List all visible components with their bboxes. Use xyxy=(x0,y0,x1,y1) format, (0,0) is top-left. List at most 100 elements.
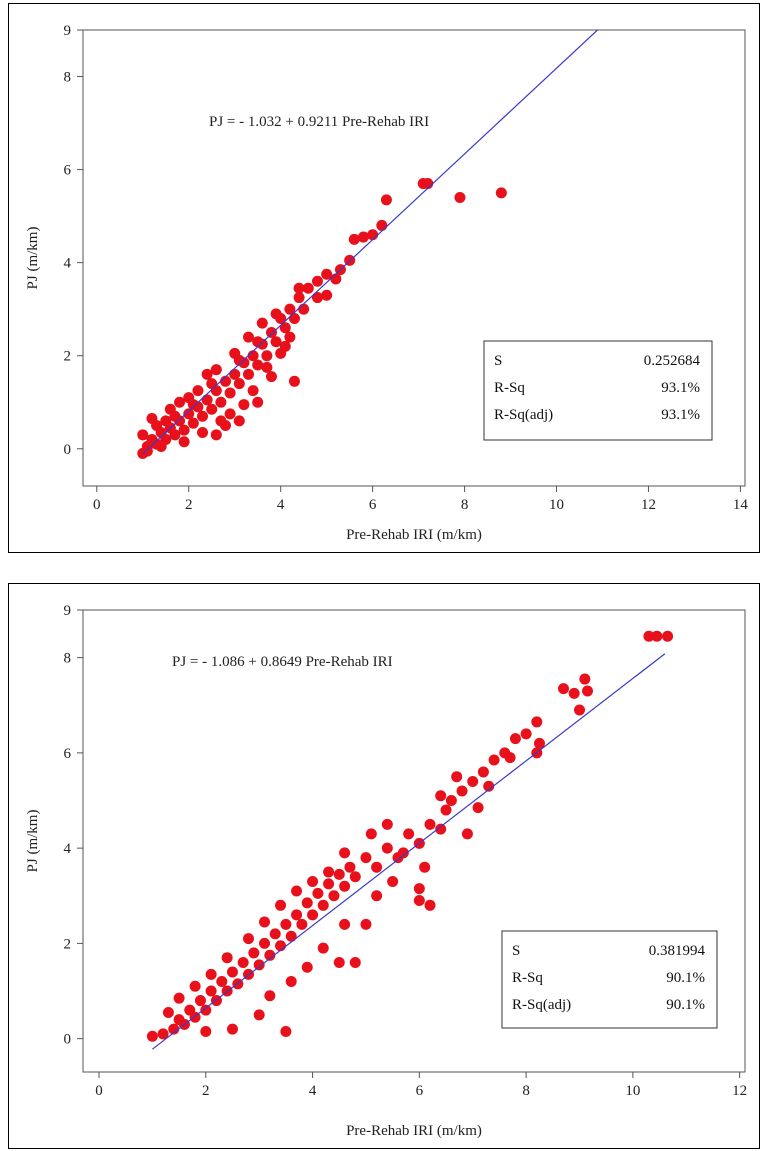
data-point xyxy=(178,436,190,448)
data-point xyxy=(269,928,281,940)
data-point xyxy=(197,426,209,438)
data-point xyxy=(317,899,329,911)
data-point xyxy=(201,394,213,406)
data-layer xyxy=(137,30,599,459)
data-point xyxy=(187,417,199,429)
data-point xyxy=(252,359,264,371)
data-point xyxy=(357,231,369,243)
data-point xyxy=(568,687,580,699)
data-point xyxy=(520,728,532,740)
data-point xyxy=(243,368,254,380)
data-point xyxy=(229,368,241,380)
data-point xyxy=(279,322,291,334)
data-point xyxy=(248,947,260,959)
data-point xyxy=(259,916,271,928)
data-point xyxy=(349,956,361,968)
data-point xyxy=(265,326,277,338)
data-point xyxy=(461,828,473,840)
y-tick-label: 2 xyxy=(64,349,72,365)
stats-label: S xyxy=(512,943,520,959)
x-tick-label: 4 xyxy=(277,497,285,513)
data-point xyxy=(557,683,569,695)
data-point xyxy=(445,795,457,807)
data-point xyxy=(141,445,153,457)
stats-label: R-Sq xyxy=(512,970,543,986)
scatter-chart-bottom: 0 2 4 6 8 10 12 0 2 4 6 8 9 Pre-Rehab IRI (m/km) PJ (m… xyxy=(25,603,747,1139)
data-point xyxy=(456,785,468,797)
data-point xyxy=(178,424,190,436)
data-point xyxy=(216,976,228,988)
data-point xyxy=(488,754,500,766)
y-tick-label: 6 xyxy=(64,163,72,179)
data-point xyxy=(424,899,436,911)
stats-box xyxy=(483,340,713,441)
data-point xyxy=(582,685,594,697)
data-point xyxy=(206,403,218,415)
data-point xyxy=(317,942,329,954)
y-axis-title: PJ (m/km) xyxy=(25,227,41,290)
data-point xyxy=(380,194,392,206)
y-tick-label: 2 xyxy=(64,936,72,952)
data-point xyxy=(137,429,149,441)
data-point xyxy=(293,292,305,304)
data-point xyxy=(360,852,372,864)
data-point xyxy=(162,1006,174,1018)
data-point xyxy=(215,415,227,427)
stats-label: R-Sq xyxy=(494,380,525,396)
data-point xyxy=(339,847,351,859)
data-point xyxy=(504,752,516,764)
regression-line xyxy=(152,653,666,1050)
data-point xyxy=(226,966,238,978)
data-point xyxy=(183,408,195,420)
data-point xyxy=(403,828,415,840)
data-point xyxy=(226,1023,238,1035)
data-point xyxy=(333,956,345,968)
data-point xyxy=(205,968,217,980)
data-point xyxy=(221,952,233,964)
data-point xyxy=(233,415,245,427)
y-tick-label: 8 xyxy=(64,651,72,667)
data-point xyxy=(381,842,393,854)
data-point xyxy=(323,866,335,878)
data-point xyxy=(312,887,324,899)
x-tick-label: 6 xyxy=(416,1083,424,1099)
data-point xyxy=(413,883,425,895)
x-tick-label: 10 xyxy=(625,1083,640,1099)
stats-value: 90.1% xyxy=(666,970,705,986)
stats-value: 0.381994 xyxy=(649,943,706,959)
stats-value: 93.1% xyxy=(661,380,700,396)
chart-panel-top: 0 2 4 6 8 10 12 14 0 2 4 6 8 9 Pre-Rehab IRI (m/km) PJ … xyxy=(8,3,760,553)
data-point xyxy=(168,1023,180,1035)
data-point xyxy=(200,1026,212,1038)
data-point xyxy=(367,229,379,241)
data-point xyxy=(205,985,217,997)
data-point xyxy=(311,275,323,287)
data-point xyxy=(252,336,264,348)
data-point xyxy=(194,995,206,1007)
data-point xyxy=(284,331,296,343)
y-tick-label: 9 xyxy=(64,603,72,619)
data-point xyxy=(206,378,218,390)
data-point xyxy=(574,704,585,716)
data-point xyxy=(265,371,277,383)
data-point xyxy=(509,733,521,745)
data-point xyxy=(387,875,399,887)
stats-label: R-Sq(adj) xyxy=(512,997,571,1013)
x-tick-label: 14 xyxy=(733,497,749,513)
stats-value: 93.1% xyxy=(661,407,700,423)
x-tick-label: 8 xyxy=(461,497,469,513)
data-point xyxy=(288,312,300,324)
x-tick-label: 8 xyxy=(522,1083,530,1099)
data-point xyxy=(454,192,466,204)
data-point xyxy=(302,282,314,294)
data-point xyxy=(495,187,507,199)
data-point xyxy=(333,868,345,880)
x-tick-label: 0 xyxy=(95,1083,103,1099)
data-point xyxy=(259,937,271,949)
data-point xyxy=(201,368,213,380)
x-axis-title: Pre-Rehab IRI (m/km) xyxy=(346,1123,482,1139)
data-point xyxy=(233,354,245,366)
data-point xyxy=(264,990,276,1002)
x-tick-label: 2 xyxy=(202,1083,210,1099)
stats-value: 90.1% xyxy=(666,997,705,1013)
